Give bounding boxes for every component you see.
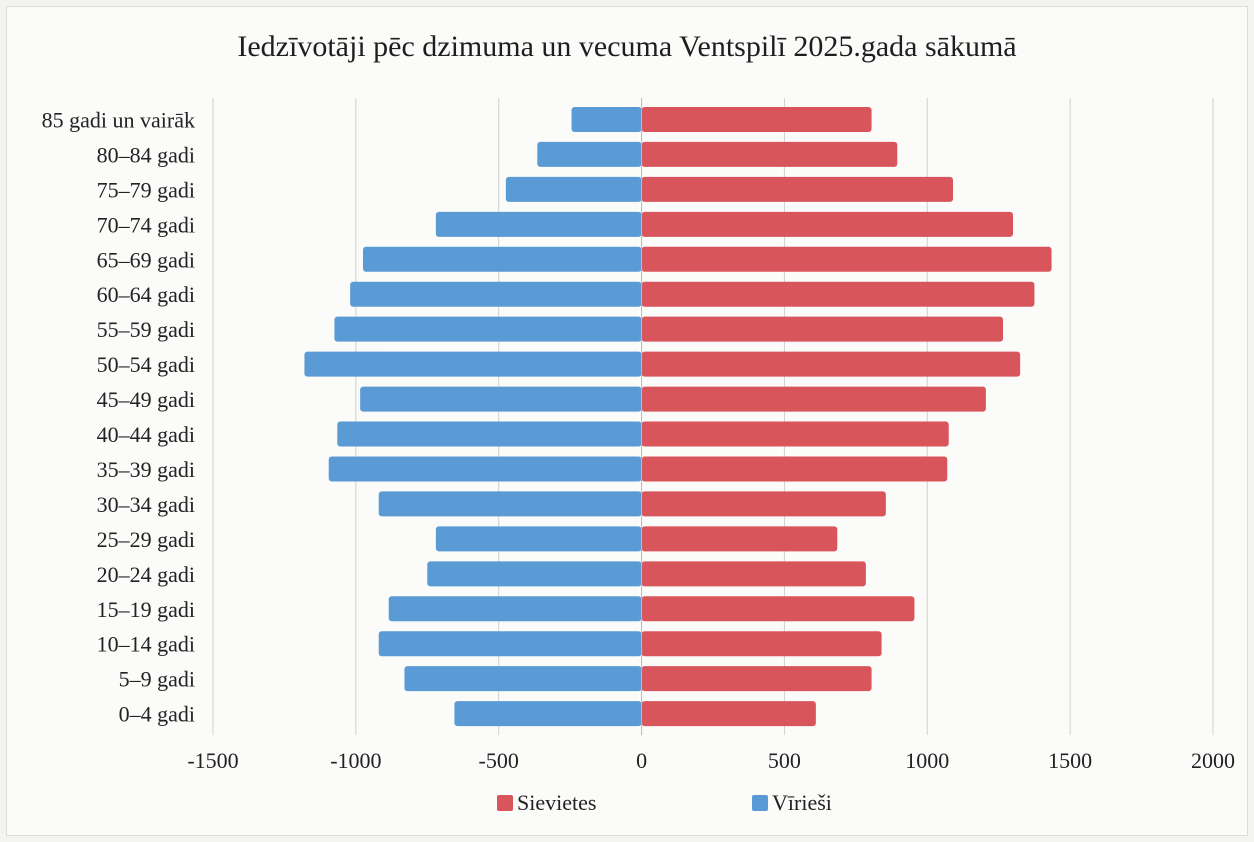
y-category-label: 75–79 gadi bbox=[97, 177, 195, 202]
x-tick-label: 0 bbox=[636, 748, 647, 773]
bar-vīrieši bbox=[427, 561, 642, 587]
x-tick-label: 2000 bbox=[1191, 748, 1235, 773]
bar-sievietes bbox=[641, 421, 949, 447]
x-tick-label: -500 bbox=[479, 748, 519, 773]
x-tick-label: -1000 bbox=[330, 748, 381, 773]
bar-vīrieši bbox=[360, 386, 642, 412]
bar-vīrieši bbox=[404, 666, 642, 692]
x-tick-label: -1500 bbox=[187, 748, 238, 773]
y-category-label: 40–44 gadi bbox=[97, 422, 195, 447]
bar-sievietes bbox=[641, 596, 915, 622]
bar-vīrieši bbox=[435, 211, 642, 237]
legend-label-sievietes: Sievietes bbox=[517, 790, 597, 815]
y-category-label: 80–84 gadi bbox=[97, 142, 195, 167]
bar-vīrieši bbox=[388, 596, 642, 622]
y-category-label: 30–34 gadi bbox=[97, 492, 195, 517]
legend-swatch-virieši bbox=[752, 795, 768, 811]
legend-item-virieši: Vīrieši bbox=[752, 790, 832, 816]
bar-sievietes bbox=[641, 106, 872, 132]
legend-swatch-sievietes bbox=[497, 795, 513, 811]
bar-vīrieši bbox=[304, 351, 642, 377]
bar-vīrieši bbox=[334, 316, 642, 342]
bar-sievietes bbox=[641, 141, 898, 167]
y-category-label: 35–39 gadi bbox=[97, 457, 195, 482]
bar-vīrieši bbox=[337, 421, 642, 447]
bar-vīrieši bbox=[571, 106, 642, 132]
bar-sievietes bbox=[641, 456, 948, 482]
x-tick-label: 1000 bbox=[905, 748, 949, 773]
x-tick-label: 1500 bbox=[1048, 748, 1092, 773]
bar-vīrieši bbox=[378, 491, 642, 517]
bar-vīrieši bbox=[363, 246, 642, 272]
y-category-label: 55–59 gadi bbox=[97, 317, 195, 342]
bar-sievietes bbox=[641, 386, 986, 412]
bar-sievietes bbox=[641, 176, 953, 202]
y-category-label: 50–54 gadi bbox=[97, 352, 195, 377]
y-category-label: 60–64 gadi bbox=[97, 282, 195, 307]
bar-vīrieši bbox=[454, 701, 642, 727]
legend-label-virieši: Vīrieši bbox=[772, 790, 832, 815]
bar-sievietes bbox=[641, 526, 838, 552]
bar-sievietes bbox=[641, 351, 1021, 377]
y-category-label: 65–69 gadi bbox=[97, 247, 195, 272]
y-category-label: 85 gadi un vairāk bbox=[42, 107, 195, 132]
y-category-label: 25–29 gadi bbox=[97, 527, 195, 552]
bar-sievietes bbox=[641, 316, 1003, 342]
bar-sievietes bbox=[641, 211, 1013, 237]
bar-sievietes bbox=[641, 246, 1052, 272]
legend: Sievietes Vīrieši bbox=[0, 790, 1254, 820]
y-category-label: 70–74 gadi bbox=[97, 212, 195, 237]
bar-sievietes bbox=[641, 281, 1035, 307]
bar-sievietes bbox=[641, 561, 866, 587]
y-category-label: 20–24 gadi bbox=[97, 562, 195, 587]
bar-vīrieši bbox=[435, 526, 642, 552]
bar-sievietes bbox=[641, 631, 882, 657]
bar-sievietes bbox=[641, 666, 872, 692]
y-category-label: 0–4 gadi bbox=[119, 702, 195, 727]
bar-vīrieši bbox=[328, 456, 642, 482]
y-category-label: 15–19 gadi bbox=[97, 597, 195, 622]
bar-vīrieši bbox=[350, 281, 642, 307]
chart-title: Iedzīvotāji pēc dzimuma un vecuma Ventsp… bbox=[237, 30, 1017, 63]
bar-vīrieši bbox=[537, 141, 642, 167]
bar-sievietes bbox=[641, 491, 886, 517]
bar-vīrieši bbox=[505, 176, 642, 202]
bar-vīrieši bbox=[378, 631, 642, 657]
y-category-label: 10–14 gadi bbox=[97, 632, 195, 657]
legend-item-sievietes: Sievietes bbox=[497, 790, 596, 816]
y-category-label: 45–49 gadi bbox=[97, 387, 195, 412]
y-category-label: 5–9 gadi bbox=[119, 667, 195, 692]
x-tick-label: 500 bbox=[768, 748, 801, 773]
bar-sievietes bbox=[641, 701, 816, 727]
